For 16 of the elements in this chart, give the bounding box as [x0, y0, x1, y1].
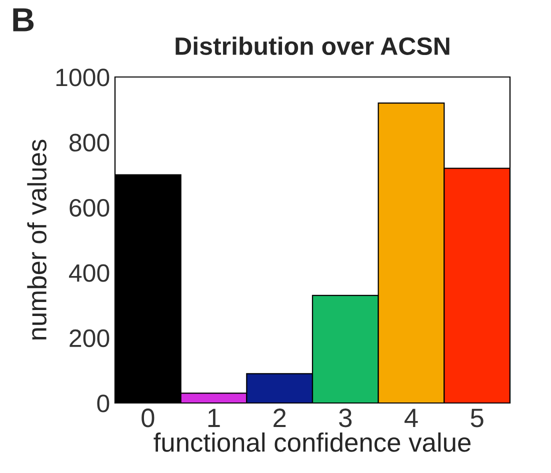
x-axis-title: functional confidence value: [154, 432, 471, 452]
x-tick-label: 1: [208, 408, 220, 427]
y-tick-label: 1000: [56, 68, 110, 86]
chart-title: Distribution over ACSN: [176, 36, 450, 56]
x-tick-label: 3: [339, 408, 352, 428]
y-tick-label: 800: [70, 134, 110, 152]
x-tick-label: 5: [470, 408, 484, 428]
y-axis-title: number of values: [27, 140, 47, 340]
y-tick-label: 600: [70, 199, 110, 217]
y-tick-label: 200: [70, 329, 110, 348]
y-tick-label: 400: [69, 264, 110, 282]
x-tick-label: 0: [142, 408, 154, 428]
text: B: [13, 8, 34, 32]
x-tick-label: 2: [274, 408, 286, 427]
x-tick-label: 4: [404, 408, 418, 427]
y-tick-label: 0: [97, 394, 110, 412]
